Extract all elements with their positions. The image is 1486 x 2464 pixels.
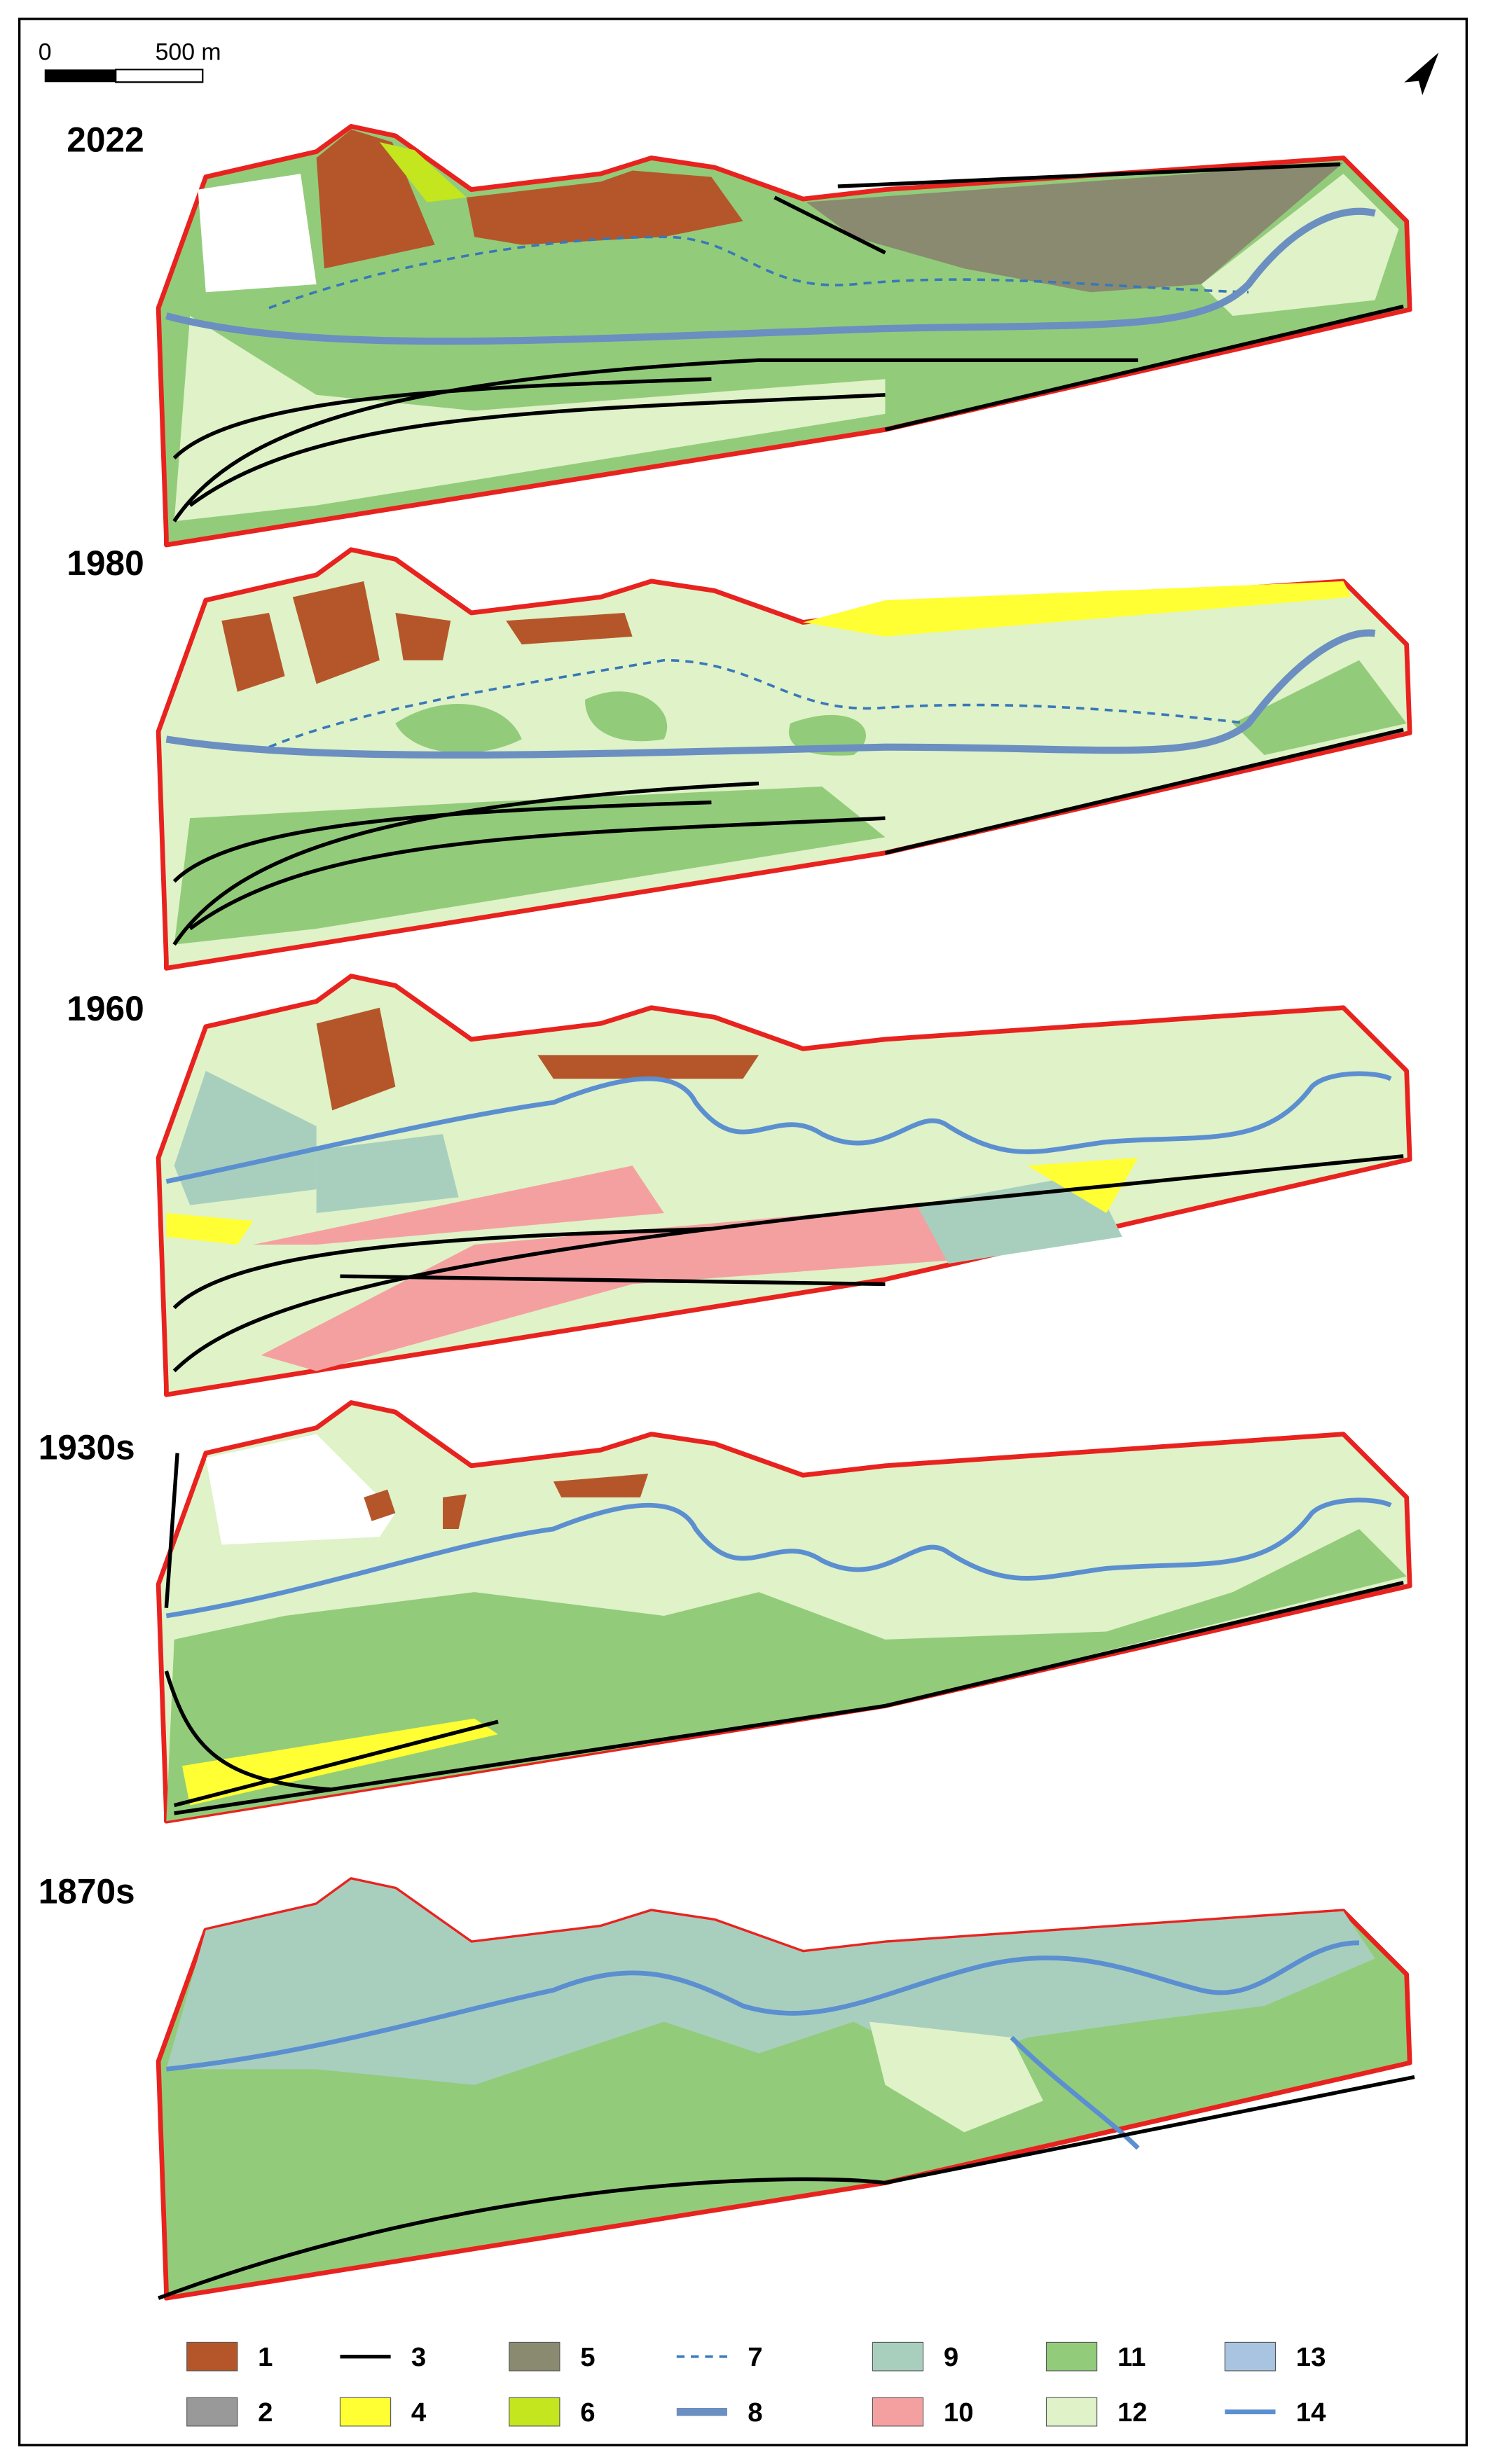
panel-year: 1870s [39, 1871, 135, 1911]
legend-label: 5 [580, 2342, 595, 2372]
panel-1930s [158, 1403, 1410, 1822]
scale-start: 0 [39, 39, 52, 66]
legend-swatch [186, 2397, 238, 2427]
legend-label: 8 [748, 2397, 762, 2428]
panel-2022 [158, 126, 1410, 545]
panel-1960 [158, 976, 1410, 1395]
panel-year: 2022 [67, 120, 144, 159]
legend-label: 9 [944, 2342, 958, 2372]
scale-bar: 0 500 m [39, 39, 221, 83]
legend-label: 11 [1117, 2342, 1146, 2372]
legend-label: 12 [1117, 2397, 1148, 2428]
legend-swatch [509, 2397, 560, 2427]
legend-swatch [1045, 2341, 1098, 2372]
legend-label: 2 [258, 2397, 273, 2428]
panel-1980 [158, 550, 1410, 969]
legend-label: 14 [1296, 2397, 1326, 2428]
panel-year: 1960 [67, 989, 144, 1028]
legend-label: 10 [944, 2397, 974, 2428]
panel-year: 1930s [39, 1428, 135, 1467]
legend-swatch [872, 2397, 924, 2427]
legend-swatch [339, 2397, 392, 2427]
legend-label: 4 [411, 2397, 427, 2428]
frame [18, 18, 1468, 2446]
north-arrow [1404, 52, 1439, 95]
legend-label: 6 [580, 2397, 595, 2428]
legend-swatch [186, 2341, 238, 2372]
legend-label: 13 [1296, 2342, 1326, 2372]
legend-swatch [1224, 2341, 1277, 2372]
legend-label: 1 [258, 2342, 273, 2372]
legend-label: 7 [748, 2342, 762, 2372]
legend-swatch [509, 2341, 560, 2372]
legend-swatch [1045, 2397, 1098, 2427]
scale-end: 500 m [156, 39, 221, 66]
panel-1870s [158, 1880, 1415, 2299]
panel-year: 1980 [67, 544, 144, 583]
legend-swatch [872, 2341, 924, 2372]
legend-label: 3 [411, 2342, 426, 2372]
